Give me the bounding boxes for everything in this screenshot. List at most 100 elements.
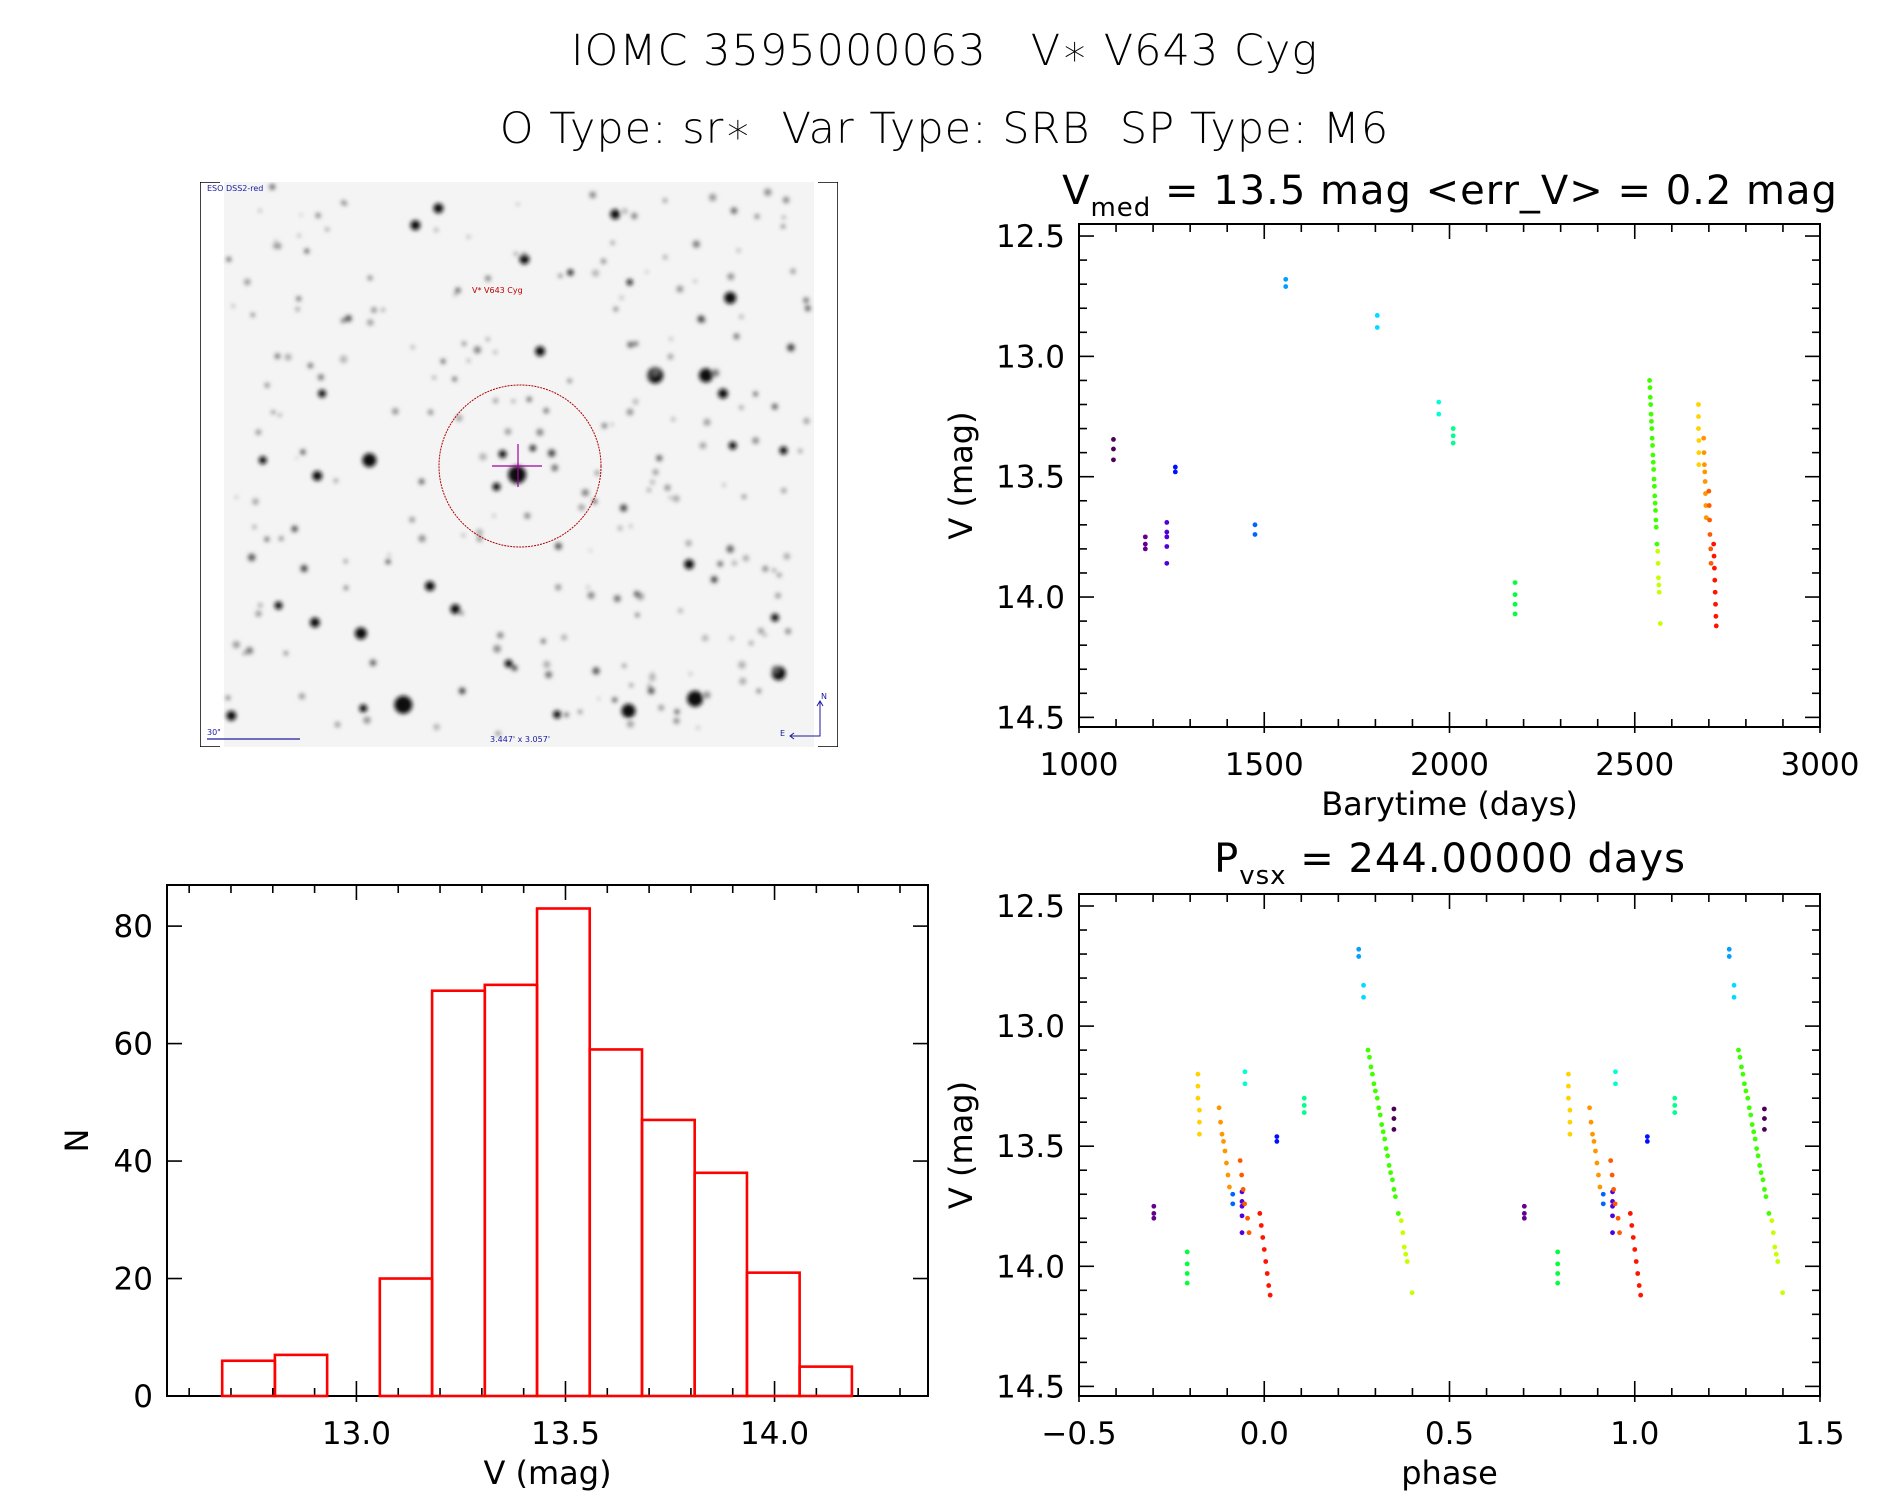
- lightcurve-series: [1111, 436, 1116, 463]
- phase-point: [1593, 1148, 1598, 1154]
- phase-point: [1731, 994, 1737, 1000]
- phase-point: [1609, 1172, 1615, 1178]
- phase-point: [1672, 1102, 1678, 1108]
- phase-point: [1151, 1211, 1157, 1216]
- phase-point: [1242, 1081, 1248, 1087]
- phase-point: [1222, 1148, 1228, 1154]
- star: [678, 608, 683, 613]
- phase-point: [1611, 1187, 1617, 1192]
- phase-series: [1239, 1189, 1615, 1236]
- star: [785, 628, 791, 635]
- phase-point: [1225, 1172, 1231, 1178]
- phase-x-tick-label: 0.5: [1425, 1416, 1474, 1452]
- phase-point: [1758, 1170, 1764, 1176]
- star: [564, 712, 569, 717]
- star: [455, 414, 463, 422]
- lightcurve-point: [1696, 450, 1702, 456]
- phase-plot-title: Pvsx = 244.00000 days: [1040, 836, 1860, 891]
- star: [508, 465, 527, 484]
- phase-point: [1726, 954, 1732, 959]
- lightcurve-series: [1436, 399, 1442, 417]
- star: [717, 561, 723, 567]
- star: [790, 268, 796, 274]
- lightcurve-point: [1652, 493, 1658, 499]
- phase-point: [1386, 1163, 1392, 1168]
- star: [498, 450, 507, 459]
- star: [535, 346, 546, 357]
- star: [742, 555, 749, 562]
- phase-series: [1365, 1047, 1772, 1216]
- phase-point: [1398, 1218, 1404, 1224]
- star: [779, 446, 788, 455]
- lightcurve-point: [1707, 517, 1712, 523]
- lightcurve-point: [1164, 560, 1170, 566]
- star: [410, 220, 421, 231]
- star: [561, 634, 567, 641]
- lightcurve-point: [1713, 623, 1719, 629]
- star: [647, 367, 664, 384]
- lightcurve-point: [1707, 532, 1713, 537]
- phase-point: [1382, 1136, 1388, 1142]
- star: [558, 274, 563, 278]
- lightcurve-point: [1111, 446, 1116, 452]
- lightcurve-point: [1648, 402, 1654, 407]
- phase-series: [1230, 1191, 1606, 1207]
- star: [251, 313, 255, 317]
- star: [462, 341, 467, 346]
- lightcurve-point: [1650, 459, 1656, 465]
- lightcurve-point: [1653, 507, 1658, 513]
- star: [315, 213, 321, 218]
- star: [524, 512, 531, 519]
- star: [601, 423, 607, 429]
- phase-series: [1216, 1105, 1603, 1190]
- phase-plot-frame: [1078, 893, 1821, 1397]
- star: [629, 683, 633, 687]
- star: [676, 285, 684, 293]
- star: [226, 710, 237, 721]
- phase-point: [1775, 1259, 1781, 1264]
- star: [669, 337, 673, 341]
- star: [578, 504, 585, 511]
- star: [777, 573, 781, 577]
- star: [264, 382, 270, 388]
- phase-point: [1230, 1201, 1236, 1207]
- phase-series: [1184, 1249, 1561, 1286]
- star: [409, 517, 415, 523]
- phase-point: [1368, 1064, 1374, 1070]
- phase-point: [1755, 1153, 1761, 1159]
- phase-y-tick-label: 14.5: [996, 1369, 1065, 1405]
- histogram-bar: [640, 1118, 696, 1398]
- star: [458, 687, 466, 695]
- star: [516, 202, 520, 206]
- lightcurve-point: [1657, 621, 1663, 626]
- star: [663, 255, 668, 260]
- phase-point: [1608, 1158, 1614, 1164]
- lightcurve-x-tick-label: 1000: [1040, 747, 1119, 783]
- phase-point: [1555, 1261, 1561, 1267]
- star: [622, 664, 626, 668]
- lightcurve-point: [1649, 435, 1655, 441]
- star: [363, 716, 371, 724]
- star: [805, 305, 811, 312]
- lightcurve-point: [1713, 601, 1718, 607]
- lightcurve-point: [1252, 522, 1258, 528]
- lightcurve-point: [1652, 500, 1658, 506]
- star: [493, 645, 501, 653]
- lightcurve-y-tick-label: 13.0: [996, 339, 1065, 375]
- lightcurve-x-tick-label: 1500: [1225, 747, 1304, 783]
- star: [317, 374, 324, 381]
- star: [782, 196, 790, 204]
- compass-icon: [789, 700, 824, 740]
- star: [258, 456, 267, 465]
- star: [782, 216, 786, 219]
- phase-point: [1184, 1271, 1190, 1276]
- lightcurve-point: [1702, 469, 1708, 475]
- star: [536, 428, 544, 436]
- star: [244, 278, 251, 286]
- lightcurve-series: [1374, 313, 1380, 330]
- phase-point: [1591, 1138, 1597, 1144]
- phase-point: [1195, 1095, 1201, 1101]
- phase-point: [1751, 1129, 1757, 1135]
- star: [699, 368, 713, 383]
